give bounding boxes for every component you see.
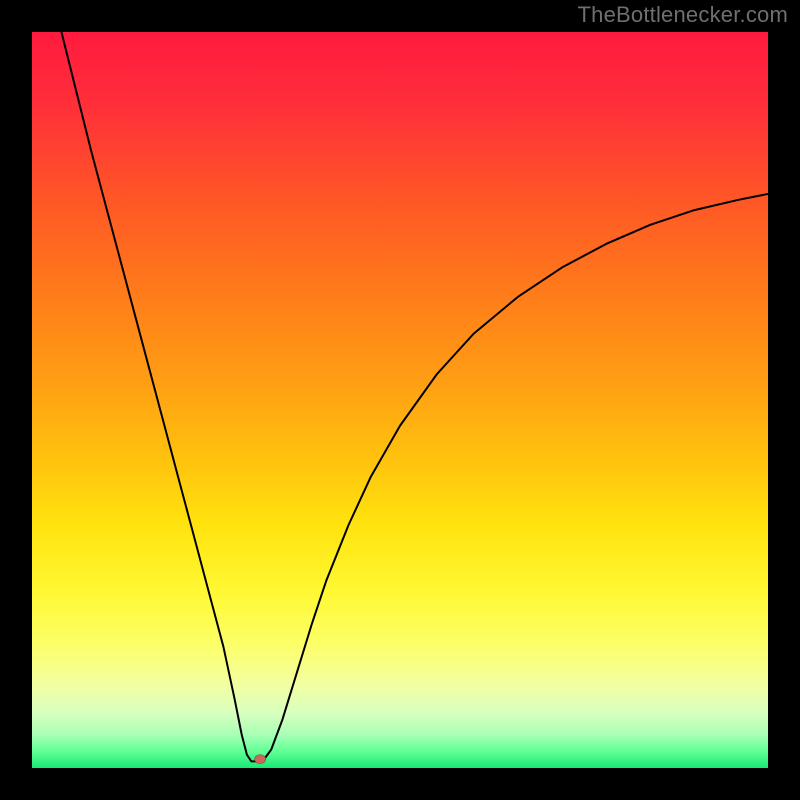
bottleneck-chart-svg [0, 0, 800, 800]
optimal-marker [255, 755, 266, 764]
chart-stage: TheBottlenecker.com [0, 0, 800, 800]
chart-plot-area [32, 32, 768, 768]
watermark-text: TheBottlenecker.com [578, 2, 788, 28]
